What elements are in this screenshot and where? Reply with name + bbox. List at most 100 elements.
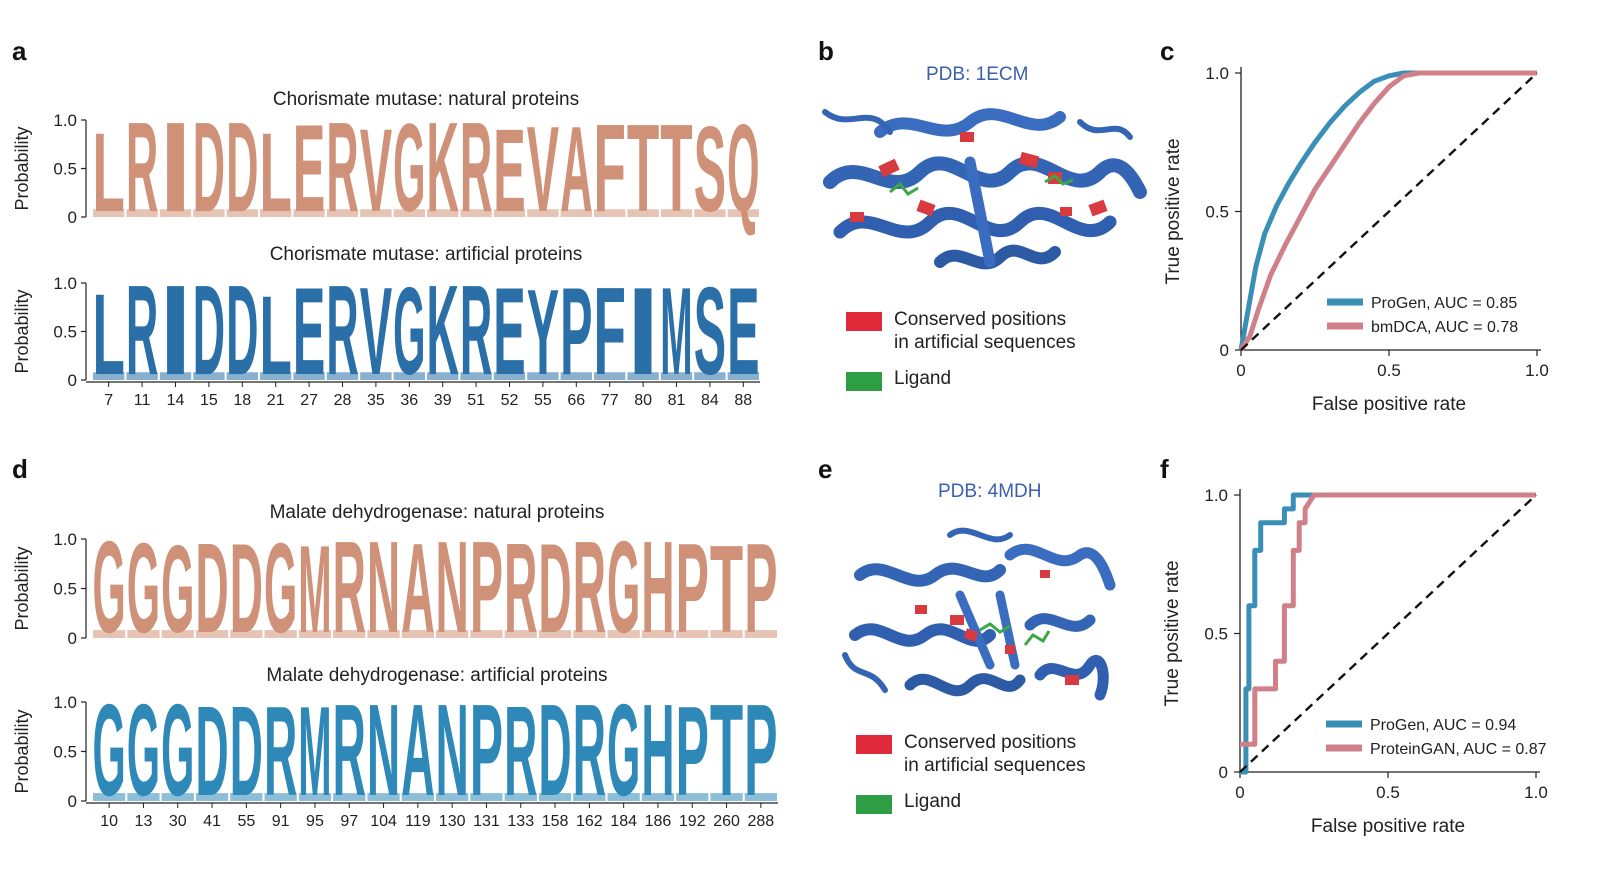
logo-letter: G xyxy=(264,517,297,660)
logo-letter: I xyxy=(159,96,191,239)
logo-letter: P xyxy=(744,517,777,659)
logo-y-tick-label: 0.5 xyxy=(53,160,77,179)
logo-residual xyxy=(326,209,359,217)
logo-ylabel: Probability xyxy=(12,709,32,793)
logo-y-tick-label: 0 xyxy=(68,371,77,390)
legend-b-ligand: Ligand xyxy=(846,368,1076,391)
logo-residual xyxy=(427,372,459,380)
logo-position-label: 21 xyxy=(267,392,285,409)
logo-position-label: 30 xyxy=(169,813,187,830)
logo-letter: E xyxy=(493,104,525,236)
logo-position-label: 39 xyxy=(434,392,452,409)
logo-position-label: 130 xyxy=(439,813,466,830)
pdb-label-e: PDB: 4MDH xyxy=(938,481,1042,502)
logo-residual xyxy=(594,209,626,217)
roc-y-tick-label: 0 xyxy=(1219,763,1228,782)
logo-letter: S xyxy=(694,263,726,401)
logo-residual xyxy=(538,793,572,801)
logo-residual xyxy=(641,630,675,638)
panel-letter-a: a xyxy=(12,36,27,66)
roc-y-tick-label: 1.0 xyxy=(1205,64,1229,83)
logo-position-label: 41 xyxy=(203,813,221,830)
logo-residual xyxy=(326,372,359,380)
panel-letter-f: f xyxy=(1160,454,1169,484)
logo-letter: D xyxy=(226,259,258,402)
logo-residual xyxy=(560,209,592,217)
logo-letter: T xyxy=(710,521,743,659)
logo-letter: D xyxy=(230,517,263,659)
logo-letter: R xyxy=(333,677,366,823)
logo-letter: G xyxy=(393,263,425,401)
logo-letter: R xyxy=(460,96,492,239)
logo-residual xyxy=(161,630,194,638)
logo-letter: R xyxy=(333,514,366,660)
roc-x-tick-label: 0 xyxy=(1235,783,1244,802)
logo-residual xyxy=(727,372,759,380)
panel-letter-c: c xyxy=(1160,36,1175,66)
logo-residual xyxy=(460,209,492,217)
logo-position-label: 28 xyxy=(334,392,352,409)
logo-y-tick-label: 1.0 xyxy=(53,111,77,130)
logo-residual xyxy=(470,630,503,638)
logo-position-label: 52 xyxy=(501,392,519,409)
logo-letter: P xyxy=(470,677,503,823)
logo-position-label: 55 xyxy=(534,392,552,409)
logo-residual xyxy=(159,209,192,217)
roc-legend-label: bmDCA, AUC = 0.78 xyxy=(1371,319,1518,336)
roc-legend-label: ProteinGAN, AUC = 0.87 xyxy=(1370,741,1547,758)
logo-position-label: 66 xyxy=(567,392,585,409)
logo-residual xyxy=(293,372,325,380)
logo-y-tick-label: 0 xyxy=(68,792,77,811)
logo-residual xyxy=(230,793,263,801)
logo-residual xyxy=(226,209,258,217)
logo-residual xyxy=(727,209,759,217)
logo-residual xyxy=(126,209,158,217)
logo-letter: A xyxy=(560,101,592,237)
legend-e-ligand: Ligand xyxy=(856,791,1086,814)
logo-residual xyxy=(195,630,229,638)
roc-series-line xyxy=(1240,492,1536,747)
logo-letter: N xyxy=(367,514,400,660)
logo-letter: P xyxy=(744,677,777,823)
logo-letter: E xyxy=(727,263,759,401)
logo-letter: L xyxy=(260,272,292,398)
logo-letter: D xyxy=(193,96,225,239)
pdb-label-b: PDB: 1ECM xyxy=(926,64,1029,85)
panel-letter-b: b xyxy=(818,36,834,66)
roc-series-line xyxy=(1240,492,1536,775)
legend-swatch-ligand xyxy=(856,795,892,814)
logo-letter: P xyxy=(470,514,503,660)
logo-residual xyxy=(93,630,126,638)
logo-letter: K xyxy=(427,96,459,239)
logo-letter: R xyxy=(126,259,158,402)
logo-residual xyxy=(694,209,726,217)
logo-title-a-artificial: Chorismate mutase: artificial proteins xyxy=(269,244,583,265)
logo-letter: Y xyxy=(527,264,559,400)
logo-position-label: 95 xyxy=(306,813,324,830)
logo-letter: K xyxy=(427,259,459,402)
logo-residual xyxy=(676,630,709,638)
logo-position-label: 77 xyxy=(601,392,619,409)
logo-y-tick-label: 0.5 xyxy=(53,580,77,599)
logo-letter: M xyxy=(298,521,331,659)
logo-letter: N xyxy=(367,677,400,823)
logo-residual xyxy=(293,209,325,217)
logo-residual xyxy=(367,793,400,801)
logo-letter: S xyxy=(694,101,726,237)
roc-ylabel: True positive rate xyxy=(1163,138,1184,284)
roc-chance-line xyxy=(1240,72,1538,351)
logo-letter: D xyxy=(230,680,263,823)
legend-swatch-ligand xyxy=(846,372,882,391)
legend-label-ligand: Ligand xyxy=(904,791,962,812)
logo-residual xyxy=(360,209,392,217)
logo-letter: D xyxy=(195,517,228,660)
roc-x-tick-label: 1.0 xyxy=(1524,783,1548,802)
logo-residual xyxy=(436,793,469,801)
logo-letter: N xyxy=(436,677,469,823)
panel-letter-d: d xyxy=(12,454,28,484)
logo-residual xyxy=(710,630,743,638)
logo-letter: P xyxy=(560,263,592,401)
logo-letter: E xyxy=(293,100,325,238)
logo-residual xyxy=(264,630,297,638)
